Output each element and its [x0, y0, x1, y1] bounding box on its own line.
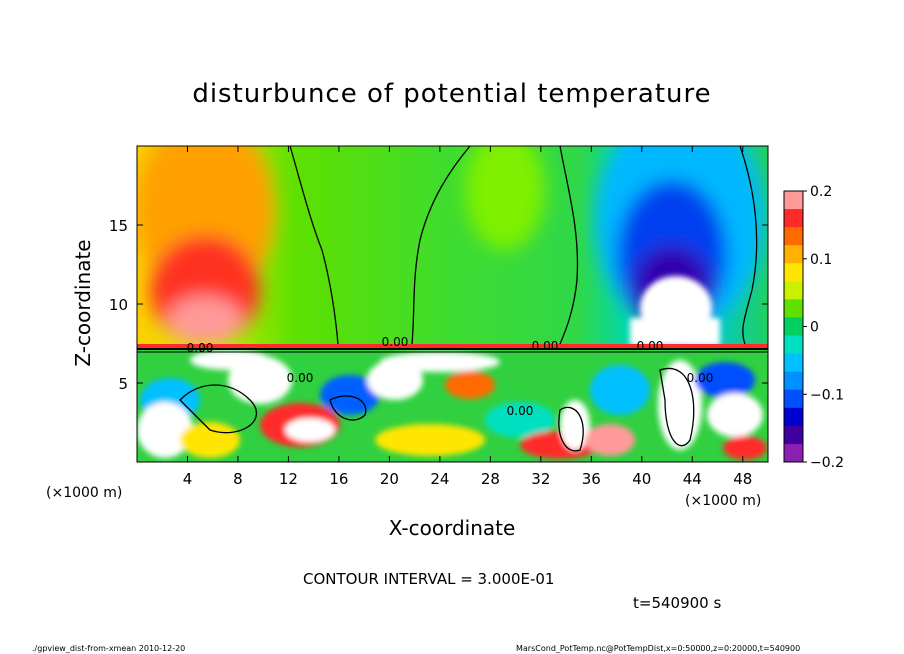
- x-tick-label: 28: [481, 470, 500, 488]
- y-tick-label: 5: [118, 375, 128, 393]
- footer-left: ./gpview_dist-from-xmean 2010-12-20: [32, 644, 185, 653]
- y-axis: 5 10 15: [109, 217, 768, 393]
- x-tick-label: 16: [329, 470, 348, 488]
- y-axis-label: Z-coordinate: [71, 239, 95, 366]
- colorbar-swatch: [784, 317, 803, 337]
- colorbar-tick-label: 0.1: [810, 252, 832, 268]
- colorbar-tick-label: 0: [810, 320, 819, 336]
- footer-right: MarsCond_PotTemp.nc@PotTempDist,x=0:5000…: [516, 644, 800, 653]
- contour-label: 0.00: [187, 341, 214, 355]
- colorbar-swatch: [784, 425, 803, 445]
- colorbar-swatch: [784, 371, 803, 391]
- x-tick-label: 4: [183, 470, 193, 488]
- colorbar-swatch: [784, 407, 803, 427]
- x-tick-label: 36: [582, 470, 601, 488]
- colorbar-swatch: [784, 209, 803, 228]
- chart-title: disturbunce of potential temperature: [192, 79, 711, 109]
- colorbar-swatch: [784, 299, 803, 318]
- colorbar-swatch: [784, 353, 803, 373]
- colorbar-swatch: [784, 227, 803, 246]
- contour-interval-text: CONTOUR INTERVAL = 3.000E-01: [303, 570, 554, 588]
- colorbar-swatch: [784, 191, 803, 210]
- x-tick-label: 32: [531, 470, 550, 488]
- x-tick-label: 24: [430, 470, 449, 488]
- y-tick-label: 10: [109, 296, 128, 314]
- colorbar-swatch: [784, 245, 803, 264]
- colorbar-tick-label: −0.1: [810, 387, 844, 403]
- contour-labels: 0.00 0.00 0.00 0.00 0.00 0.00 0.00: [187, 335, 714, 418]
- time-text: t=540900 s: [633, 594, 721, 612]
- colorbar-swatch: [784, 443, 803, 463]
- contour-label: 0.00: [687, 371, 714, 385]
- contour-label: 0.00: [287, 371, 314, 385]
- x-unit-right: (×1000 m): [685, 493, 761, 509]
- contour-label: 0.00: [532, 339, 559, 353]
- x-axis: 4 8 12 16 20 24 28 32 36 40 44 48: [183, 146, 752, 488]
- colorbar-tick-label: 0.2: [810, 184, 832, 200]
- x-tick-label: 20: [380, 470, 399, 488]
- colorbar-tick-label: −0.2: [810, 455, 844, 471]
- x-tick-label: 12: [279, 470, 298, 488]
- contour-label: 0.00: [637, 339, 664, 353]
- x-tick-label: 40: [632, 470, 651, 488]
- x-tick-label: 8: [233, 470, 243, 488]
- contour-label: 0.00: [507, 404, 534, 418]
- colorbar-swatch: [784, 389, 803, 409]
- heatmap-field: [137, 146, 768, 462]
- colorbar-ticks: 0.2 0.1 0 −0.1 −0.2: [803, 184, 844, 471]
- contour-label: 0.00: [382, 335, 409, 349]
- colorbar: [784, 191, 803, 463]
- x-axis-label: X-coordinate: [389, 516, 516, 540]
- colorbar-swatch: [784, 335, 803, 355]
- colorbar-swatch: [784, 281, 803, 300]
- colorbar-swatch: [784, 263, 803, 282]
- x-tick-label: 48: [733, 470, 752, 488]
- x-unit-left: (×1000 m): [46, 485, 122, 501]
- x-tick-label: 44: [683, 470, 702, 488]
- y-tick-label: 15: [109, 217, 128, 235]
